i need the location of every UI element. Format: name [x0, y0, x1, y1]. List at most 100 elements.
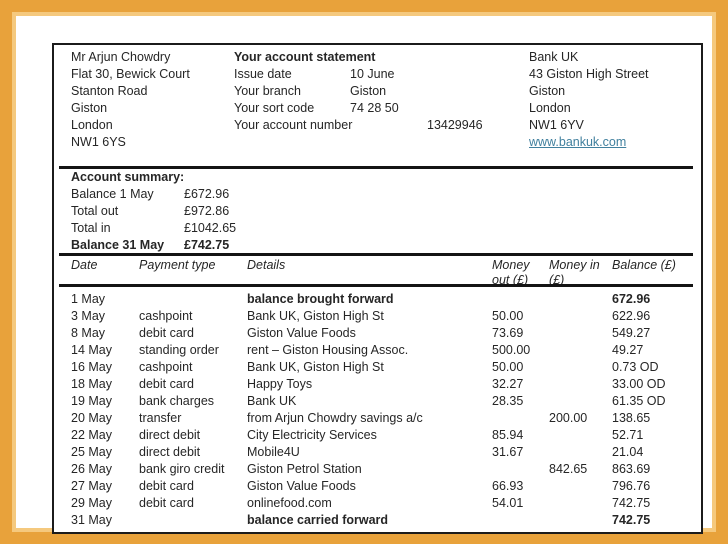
summary-value: £742.75: [184, 238, 230, 252]
account-summary-title: Account summary:: [71, 170, 185, 184]
cell-payment-type: direct debit: [139, 445, 201, 459]
cell-money-out: 66.93: [492, 479, 524, 493]
branch-value: Giston: [350, 84, 387, 98]
cell-date: 1 May: [71, 292, 106, 306]
customer-postcode: NW1 6YS: [71, 135, 126, 149]
sort-code-value: 74 28 50: [350, 101, 399, 115]
table-row: 20 May transfer from Arjun Chowdry savings…: [54, 410, 701, 427]
bank-address-line: 43 Giston High Street: [529, 67, 649, 81]
statement-title: Your account statement: [234, 50, 376, 64]
bank-website-link[interactable]: www.bankuk.com: [529, 135, 627, 149]
cell-payment-type: cashpoint: [139, 309, 193, 323]
cell-money-out: 85.94: [492, 428, 524, 442]
summary-row-total-out: Total out £972.86: [71, 203, 236, 220]
summary-row-total-in: Total in £1042.65: [71, 220, 236, 237]
cell-details: Mobile4U: [247, 445, 300, 459]
customer-address-block: Mr Arjun Chowdry Flat 30, Bewick Court S…: [71, 49, 190, 151]
bank-postcode: NW1 6YV: [529, 118, 584, 132]
summary-value: £672.96: [184, 187, 230, 201]
table-row: 1 May balance brought forward 672.96: [54, 291, 701, 308]
cell-date: 3 May: [71, 309, 106, 323]
cell-details: Giston Petrol Station: [247, 462, 362, 476]
bank-statement-document: Mr Arjun Chowdry Flat 30, Bewick Court S…: [52, 43, 703, 534]
summary-row-closing-balance: Balance 31 May £742.75: [71, 237, 236, 254]
cell-payment-type: cashpoint: [139, 360, 193, 374]
cell-money-out: 32.27: [492, 377, 524, 391]
summary-label: Balance 1 May: [71, 187, 154, 201]
cell-money-in: 200.00: [549, 411, 588, 425]
cell-date: 8 May: [71, 326, 106, 340]
table-row: 25 May direct debit Mobile4U 31.67 21.04: [54, 444, 701, 461]
col-header-date: Date: [71, 258, 98, 272]
summary-row-opening-balance: Balance 1 May £672.96: [71, 186, 236, 203]
cell-money-out: 50.00: [492, 360, 524, 374]
table-row: 3 May cashpoint Bank UK, Giston High St 50.…: [54, 308, 701, 325]
statement-fields: Issue date 10 June Your branch Giston Your…: [234, 66, 483, 134]
cell-date: 26 May: [71, 462, 112, 476]
customer-address-line: Stanton Road: [71, 84, 148, 98]
cell-details: onlinefood.com: [247, 496, 332, 510]
cell-details: Giston Value Foods: [247, 326, 356, 340]
cell-balance: 61.35 OD: [612, 394, 666, 408]
account-number-label: Your account number: [234, 118, 353, 132]
table-row: 16 May cashpoint Bank UK, Giston High St 50…: [54, 359, 701, 376]
summary-label: Total out: [71, 204, 119, 218]
cell-date: 14 May: [71, 343, 112, 357]
cell-details: rent – Giston Housing Assoc.: [247, 343, 409, 357]
summary-value: £972.86: [184, 204, 230, 218]
table-row: 19 May bank charges Bank UK 28.35 61.35 OD: [54, 393, 701, 410]
cell-date: 29 May: [71, 496, 112, 510]
sort-code-label: Your sort code: [234, 101, 315, 115]
issue-date-row: Issue date 10 June: [234, 66, 483, 83]
cell-date: 25 May: [71, 445, 112, 459]
table-row: 18 May debit card Happy Toys 32.27 33.00 OD: [54, 376, 701, 393]
account-number-row: Your account number 13429946: [234, 117, 483, 134]
cell-balance: 138.65: [612, 411, 651, 425]
summary-label: Balance 31 May: [71, 238, 165, 252]
cell-details: Bank UK, Giston High St: [247, 309, 384, 323]
cell-balance: 33.00 OD: [612, 377, 666, 391]
cell-payment-type: debit card: [139, 479, 194, 493]
col-header-money-in: Money in (£): [549, 258, 600, 287]
bank-address-line: London: [529, 101, 571, 115]
issue-date-label: Issue date: [234, 67, 292, 81]
cell-balance: 49.27: [612, 343, 644, 357]
cell-money-in: 842.65: [549, 462, 588, 476]
table-row: 14 May standing order rent – Giston Housin…: [54, 342, 701, 359]
cell-date: 31 May: [71, 513, 112, 527]
cell-money-out: 500.00: [492, 343, 531, 357]
cell-payment-type: debit card: [139, 496, 194, 510]
account-number-value: 13429946: [427, 118, 483, 132]
branch-row: Your branch Giston: [234, 83, 483, 100]
customer-address-line: Giston: [71, 101, 108, 115]
cell-date: 27 May: [71, 479, 112, 493]
cell-details: balance carried forward: [247, 513, 389, 527]
table-row: 29 May debit card onlinefood.com 54.01 742.7…: [54, 495, 701, 512]
table-row: 31 May balance carried forward 742.75: [54, 512, 701, 529]
cell-payment-type: debit card: [139, 326, 194, 340]
divider-below-table-header: [59, 284, 693, 287]
customer-address-line: Flat 30, Bewick Court: [71, 67, 190, 81]
col-header-money-out: Money out (£): [492, 258, 530, 287]
transactions-table: 1 May balance brought forward 672.96 3 May…: [54, 291, 701, 529]
table-row: 27 May debit card Giston Value Foods 66.93 7…: [54, 478, 701, 495]
divider-top-of-summary: [59, 166, 693, 169]
cell-money-out: 73.69: [492, 326, 524, 340]
cell-balance: 549.27: [612, 326, 651, 340]
sort-code-row: Your sort code 74 28 50: [234, 100, 483, 117]
cell-balance: 742.75: [612, 496, 651, 510]
cell-balance: 0.73 OD: [612, 360, 659, 374]
cell-balance: 742.75: [612, 513, 651, 527]
bank-address-line: Giston: [529, 84, 566, 98]
cell-date: 20 May: [71, 411, 112, 425]
cell-date: 18 May: [71, 377, 112, 391]
cell-balance: 796.76: [612, 479, 651, 493]
cell-payment-type: transfer: [139, 411, 182, 425]
cell-payment-type: standing order: [139, 343, 219, 357]
cell-details: Bank UK, Giston High St: [247, 360, 384, 374]
cell-details: Happy Toys: [247, 377, 313, 391]
bank-name: Bank UK: [529, 50, 579, 64]
col-header-balance: Balance (£): [612, 258, 676, 272]
col-header-payment-type: Payment type: [139, 258, 216, 272]
